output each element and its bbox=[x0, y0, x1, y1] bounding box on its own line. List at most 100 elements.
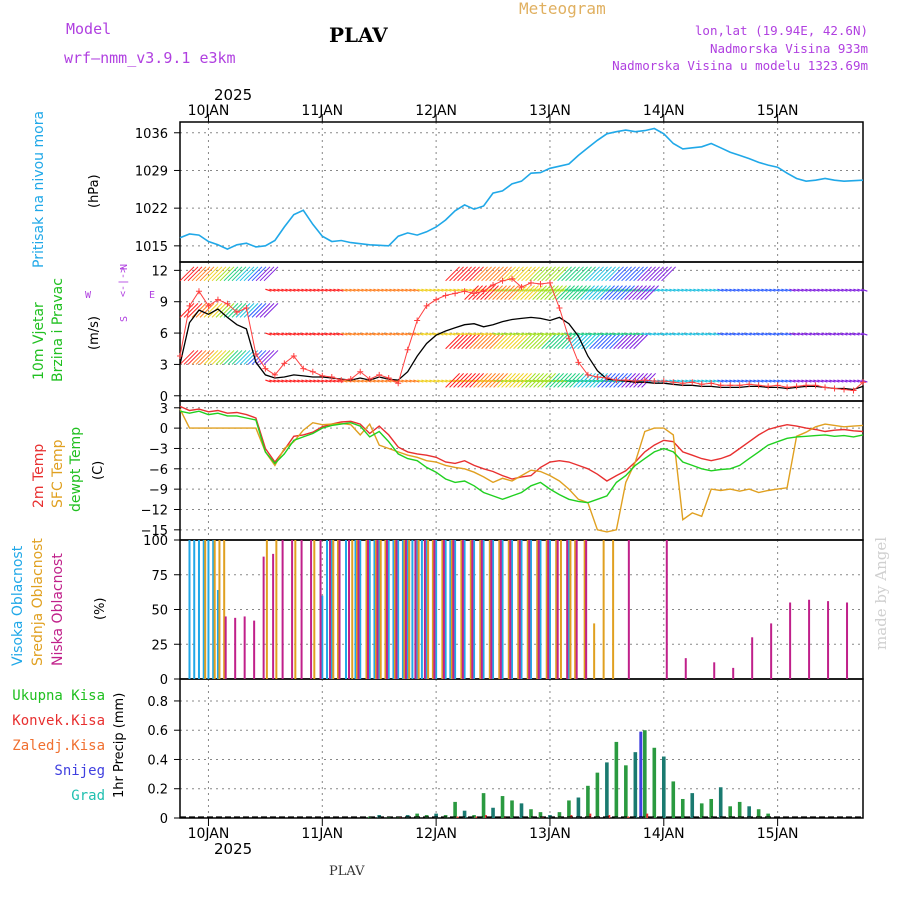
wind-barb bbox=[512, 285, 527, 300]
wind-barb bbox=[433, 379, 440, 383]
wind-barb bbox=[453, 373, 468, 388]
wind-barb bbox=[497, 332, 504, 336]
wind-barb bbox=[417, 379, 424, 383]
wind-gust-point bbox=[385, 375, 392, 382]
pressure-title: Pritisak na nivou mora bbox=[31, 111, 47, 268]
wind-barb bbox=[725, 288, 732, 292]
temp-ytick-label: 3 bbox=[160, 402, 168, 417]
wind-barb bbox=[445, 379, 452, 383]
wind-barb bbox=[825, 379, 832, 383]
wind-barb bbox=[693, 288, 700, 292]
wind-gust-point bbox=[831, 385, 838, 392]
wind-gust-point bbox=[195, 288, 202, 295]
wind-barb bbox=[377, 332, 384, 336]
wind-barb bbox=[725, 332, 732, 336]
precip-total-bar bbox=[766, 813, 770, 818]
wind-gust-point bbox=[708, 380, 715, 387]
wind-barb bbox=[509, 373, 524, 388]
wind-barb bbox=[545, 332, 552, 336]
wind-barb bbox=[853, 332, 860, 336]
wind-gust-point bbox=[641, 377, 648, 384]
wind-barb bbox=[377, 288, 384, 292]
year-top: 2025 bbox=[214, 86, 252, 104]
wind-barb bbox=[564, 285, 579, 300]
wind-barb bbox=[223, 266, 239, 282]
wind-barb bbox=[488, 285, 503, 300]
wind-barb bbox=[219, 303, 235, 318]
wind-barb bbox=[549, 334, 564, 350]
wind-barb bbox=[255, 266, 271, 282]
precip-total-bar bbox=[747, 806, 751, 818]
wind-gust-point bbox=[490, 281, 497, 288]
wind-barb bbox=[857, 288, 864, 292]
wind-barb bbox=[561, 334, 576, 350]
wind-barb bbox=[541, 334, 556, 350]
compass-e: E bbox=[149, 290, 155, 301]
wind-barb bbox=[191, 350, 207, 365]
wind-barb bbox=[741, 379, 748, 383]
wind-barb bbox=[453, 332, 460, 336]
wind-barb bbox=[609, 334, 624, 350]
wind-barb bbox=[341, 332, 348, 336]
temp-title-dewpt: dewpt Temp bbox=[68, 427, 84, 512]
wind-barb bbox=[293, 379, 300, 383]
wind-barb bbox=[381, 332, 388, 336]
wind-barb bbox=[413, 288, 420, 292]
wind-barb bbox=[549, 373, 564, 388]
wind-barb bbox=[445, 334, 460, 350]
wind-barb bbox=[417, 332, 424, 336]
wind-barb bbox=[636, 285, 651, 300]
wind-barb bbox=[576, 285, 591, 300]
wind-barb bbox=[577, 332, 584, 336]
wind-gust-point bbox=[461, 288, 468, 295]
wind-barb bbox=[581, 332, 588, 336]
wind-barb bbox=[345, 288, 352, 292]
wind-gust-point bbox=[243, 304, 250, 311]
wind-barb bbox=[597, 373, 612, 388]
wind-barb bbox=[817, 288, 824, 292]
wind-gust-point bbox=[404, 346, 411, 353]
wind-barb bbox=[501, 334, 516, 350]
wind-barb bbox=[405, 332, 412, 336]
wind-gust-point bbox=[309, 368, 316, 375]
wind-barb bbox=[805, 332, 812, 336]
wind-barb bbox=[781, 332, 788, 336]
wind-barb bbox=[405, 379, 412, 383]
wind-gust-point bbox=[290, 353, 297, 360]
wind-barb bbox=[349, 288, 356, 292]
wind-gust-point bbox=[793, 383, 800, 390]
wind-barb bbox=[285, 379, 292, 383]
wind-barb bbox=[617, 334, 632, 350]
wind-barb bbox=[365, 379, 372, 383]
precip-title-conv: Konvek.Kisa bbox=[12, 713, 105, 729]
wind-barb bbox=[537, 373, 552, 388]
wind-barb bbox=[749, 332, 756, 336]
wind-barb bbox=[529, 266, 544, 282]
wind-barb bbox=[593, 373, 608, 388]
wind-gust-point bbox=[186, 302, 193, 309]
wind-barb bbox=[693, 332, 700, 336]
wind-gust-point bbox=[366, 376, 373, 383]
precip-total-bar bbox=[519, 803, 524, 818]
wind-gust-point bbox=[670, 379, 677, 386]
wind-barb bbox=[785, 332, 792, 336]
footer-station: PLAV bbox=[329, 864, 365, 879]
wind-barb bbox=[584, 285, 599, 300]
wind-barb bbox=[269, 288, 276, 292]
wind-barb bbox=[389, 379, 396, 383]
wind-barb bbox=[333, 332, 340, 336]
top-xtick-label: 13JAN bbox=[529, 103, 571, 119]
wind-barb bbox=[593, 332, 600, 336]
wind-barb bbox=[333, 288, 340, 292]
wind-barb bbox=[677, 288, 684, 292]
wind-barb bbox=[620, 285, 635, 300]
wind-barb bbox=[521, 373, 536, 388]
wind-barb bbox=[557, 334, 572, 350]
compass-n: N bbox=[119, 264, 130, 270]
wind-barb bbox=[481, 332, 488, 336]
wind-barb bbox=[397, 288, 404, 292]
wind-barb bbox=[601, 334, 616, 350]
wind-barb bbox=[457, 266, 472, 282]
wind-barb bbox=[580, 285, 595, 300]
wind-barb bbox=[449, 334, 464, 350]
